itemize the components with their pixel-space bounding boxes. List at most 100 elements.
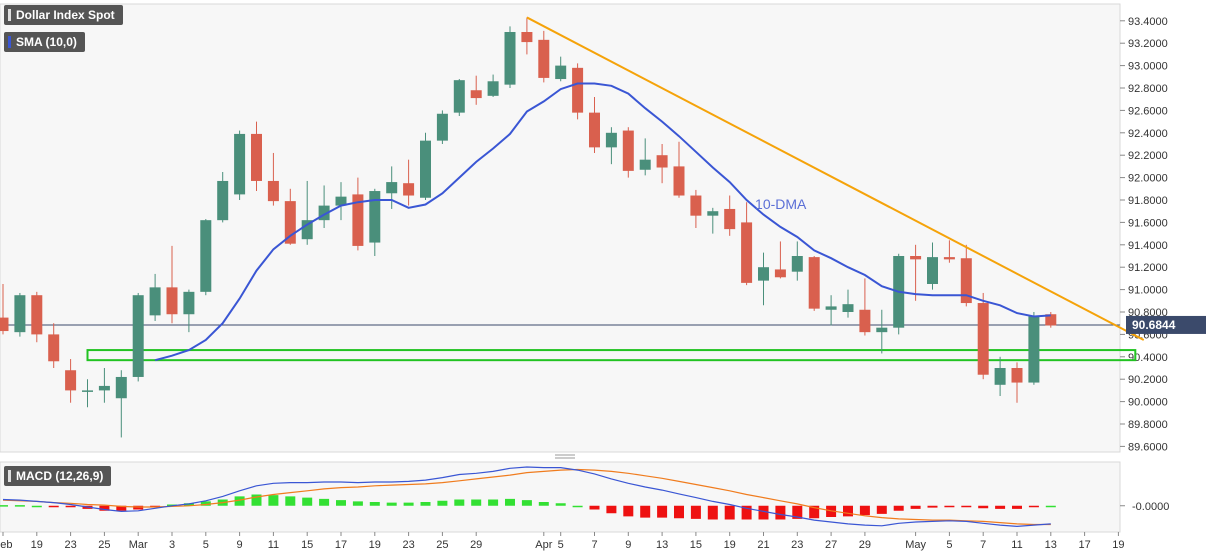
- price-tick-label: 91.2000: [1128, 262, 1168, 274]
- macd-bar: [657, 505, 668, 518]
- macd-bar: [99, 505, 110, 511]
- macd-bar: [420, 502, 431, 506]
- candle: [183, 289, 195, 333]
- date-tick-label: 13: [1045, 539, 1057, 551]
- candle-body: [166, 287, 178, 315]
- macd-bar: [995, 505, 1006, 509]
- candle-body: [436, 113, 448, 141]
- macd-bar: [505, 498, 515, 506]
- candle: [335, 182, 347, 221]
- date-tick-label: 5: [203, 539, 209, 551]
- macd-bar: [403, 502, 414, 506]
- candle: [453, 79, 465, 116]
- candle: [673, 141, 685, 198]
- macd-bar: [319, 498, 330, 506]
- candle-body: [656, 155, 668, 168]
- candle: [605, 127, 617, 165]
- macd-histogram: [0, 494, 1056, 520]
- candle-body: [876, 327, 888, 333]
- date-tick-label: 23: [64, 539, 76, 551]
- candle-body: [369, 191, 381, 243]
- candle-body: [589, 112, 600, 148]
- candle-body: [960, 258, 972, 304]
- macd-line: [2, 466, 1051, 528]
- candle: [234, 130, 246, 200]
- candle: [352, 177, 364, 251]
- candle: [994, 356, 1006, 396]
- candle: [98, 368, 110, 403]
- macd-bar: [741, 505, 752, 520]
- candle-body: [927, 257, 938, 284]
- price-tick-label: 91.6000: [1128, 217, 1168, 229]
- date-tick-label: 23: [402, 539, 414, 551]
- macd-bar: [285, 496, 296, 506]
- macd-bar: [927, 505, 938, 508]
- macd-bar: [623, 505, 634, 517]
- candle: [589, 96, 600, 153]
- date-tick-label: 15: [301, 539, 313, 551]
- candle-body: [267, 180, 279, 202]
- candle-body: [403, 183, 415, 196]
- candle-body: [758, 267, 769, 281]
- support-zone: [86, 349, 1137, 362]
- date-tick-label: 13: [656, 539, 668, 551]
- date-tick-label: 29: [859, 539, 871, 551]
- date-tick-label: 9: [237, 539, 243, 551]
- macd-bar: [707, 505, 718, 520]
- macd-bar: [843, 505, 853, 517]
- candle: [301, 180, 313, 245]
- price-axis: 93.4000 93.2000 93.0000 92.8000 92.6000 92.40…: [1120, 16, 1168, 453]
- sma-annotation: 10-DMA: [755, 196, 807, 212]
- candle: [555, 56, 567, 82]
- candle-body: [504, 32, 516, 85]
- macd-bar: [234, 496, 245, 506]
- candle: [504, 26, 516, 88]
- candle: [758, 252, 769, 306]
- date-axis: Feb 19 23 25 Mar 3 5 9 11 15 17 19 23 25 29 Apr 5 7 9 13 15 1…: [0, 532, 1125, 551]
- date-tick-label: 3: [169, 539, 175, 551]
- candle-body: [301, 220, 313, 240]
- candle-body: [943, 257, 955, 260]
- date-tick-label: 7: [591, 539, 597, 551]
- candle: [774, 241, 786, 279]
- candle: [115, 370, 127, 438]
- sma-legend: SMA (10,0): [4, 32, 85, 52]
- candle-body: [132, 295, 144, 377]
- candle-body: [318, 205, 330, 221]
- resistance-trendline: [526, 16, 1145, 341]
- date-tick-label: 19: [31, 539, 43, 551]
- macd-bar: [538, 502, 549, 506]
- candle: [217, 172, 229, 223]
- macd-bar: [758, 505, 769, 520]
- sma-line: [154, 82, 1051, 362]
- macd-bar: [437, 500, 448, 506]
- candle: [0, 284, 9, 335]
- candle-body: [48, 334, 60, 362]
- price-tick-label: 92.0000: [1128, 173, 1168, 185]
- candle: [791, 241, 803, 281]
- macd-bar: [1012, 505, 1022, 509]
- macd-tick-label: -0.0000: [1132, 501, 1169, 513]
- macd-bar: [674, 505, 684, 519]
- date-tick-label: 5: [558, 539, 564, 551]
- candle: [690, 189, 702, 228]
- date-tick-label: 23: [791, 539, 803, 551]
- candle-body: [639, 159, 651, 170]
- last-price-badge: [1126, 315, 1206, 334]
- price-tick-label: 90.4000: [1128, 352, 1168, 364]
- macd-bar: [352, 501, 363, 506]
- price-tick-label: 91.8000: [1128, 195, 1168, 207]
- candle-body: [487, 81, 499, 96]
- macd-bar: [0, 505, 8, 507]
- candle: [977, 292, 989, 380]
- macd-bar: [48, 505, 59, 508]
- candle-body: [1011, 368, 1023, 383]
- candle-body: [707, 211, 719, 216]
- candle-body: [605, 132, 617, 148]
- candle: [48, 323, 60, 368]
- candle: [386, 166, 398, 209]
- date-tick-label: 17: [335, 539, 347, 551]
- candle-body: [741, 222, 753, 283]
